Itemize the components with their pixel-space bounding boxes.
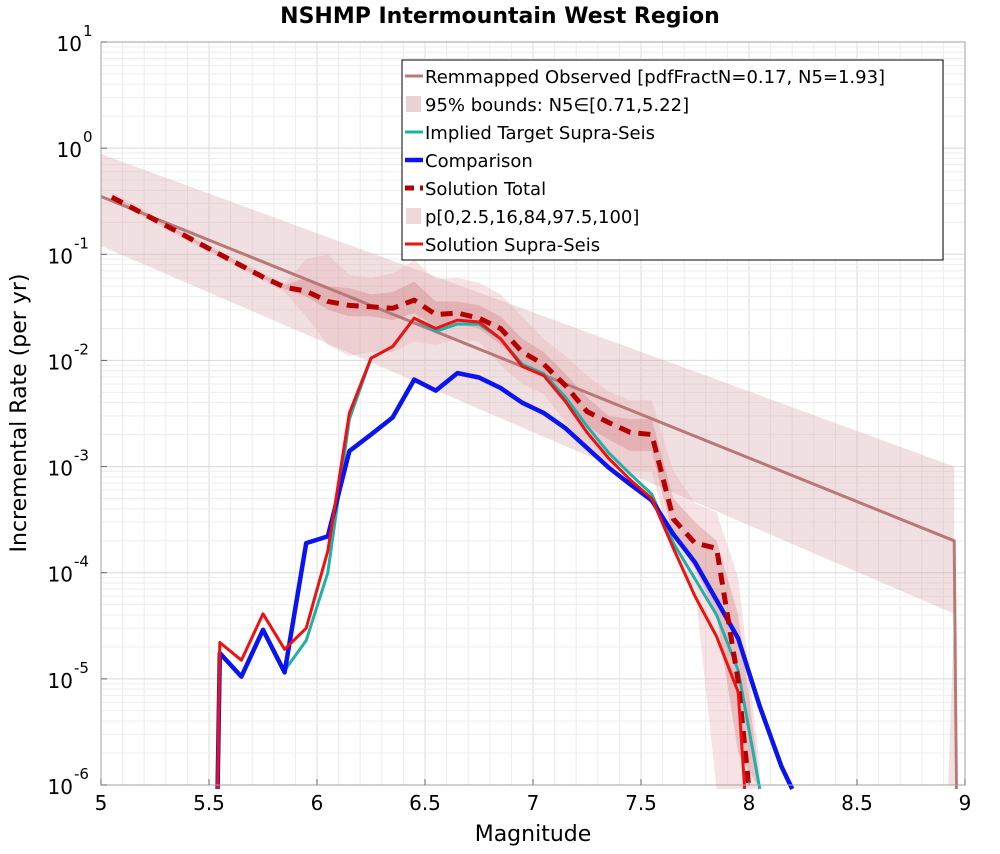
x-tick-label: 8.5 xyxy=(841,791,873,815)
y-tick-label-base: 10 xyxy=(57,138,82,162)
legend-label: Remmapped Observed [pdfFractN=0.17, N5=1… xyxy=(425,67,885,88)
x-axis-label: Magnitude xyxy=(475,822,592,847)
x-tick-label: 6.5 xyxy=(409,791,441,815)
x-tick-label: 5 xyxy=(95,791,108,815)
y-tick-label-base: 10 xyxy=(48,563,73,587)
y-tick-label-base: 10 xyxy=(57,32,82,56)
y-tick-label: 100 xyxy=(57,128,93,162)
legend-label: p[0,2.5,16,84,97.5,100] xyxy=(425,207,639,228)
band-area xyxy=(111,195,760,789)
y-tick-label-exponent: -1 xyxy=(74,234,89,252)
y-tick-label: 101 xyxy=(57,22,93,56)
y-tick-label-exponent: 1 xyxy=(83,22,93,40)
series-line xyxy=(215,370,795,790)
legend-swatch xyxy=(406,208,421,224)
y-tick-label: 10-2 xyxy=(48,340,89,374)
y-tick-label: 10-6 xyxy=(48,765,89,799)
legend-box xyxy=(401,59,944,261)
y-tick-label-base: 10 xyxy=(48,457,73,481)
legend: Remmapped Observed [pdfFractN=0.17, N5=1… xyxy=(401,59,944,261)
x-tick-label: 8 xyxy=(743,791,756,815)
series-line xyxy=(100,195,958,790)
legend-label: Implied Target Supra-Seis xyxy=(425,123,655,144)
y-tick-label-exponent: -5 xyxy=(74,659,89,677)
band-area xyxy=(111,192,760,789)
y-tick-label-base: 10 xyxy=(48,350,73,374)
x-tick-label: 7.5 xyxy=(625,791,657,815)
grid xyxy=(100,42,966,786)
x-tick-label: 5.5 xyxy=(193,791,225,815)
axis-ticks: 5 5.5 6 6.5 7 7.5 8 8.5 910110010-110-210-310-41… xyxy=(48,22,972,815)
y-tick-label-exponent: -3 xyxy=(74,447,89,465)
legend-label: 95% bounds: N5∈[0.71,5.22] xyxy=(425,95,689,116)
chart-title: NSHMP Intermountain West Region xyxy=(280,4,720,29)
y-tick-label: 10-4 xyxy=(48,553,89,587)
legend-swatch xyxy=(406,96,421,112)
data-series xyxy=(100,194,958,790)
y-tick-label: 10-3 xyxy=(48,447,89,481)
x-tick-label: 6 xyxy=(311,791,324,815)
y-tick-label: 10-1 xyxy=(48,234,89,268)
y-tick-label: 10-5 xyxy=(48,659,89,693)
y-tick-label-exponent: -2 xyxy=(74,340,89,358)
y-tick-label-base: 10 xyxy=(48,775,73,799)
legend-label: Solution Supra-Seis xyxy=(425,235,600,256)
y-tick-label-exponent: -6 xyxy=(74,765,89,783)
x-tick-label: 9 xyxy=(959,791,972,815)
x-tick-label: 7 xyxy=(527,791,540,815)
legend-label: Comparison xyxy=(425,151,533,172)
legend-label: Solution Total xyxy=(425,179,546,200)
series-line xyxy=(110,194,752,790)
y-tick-label-base: 10 xyxy=(48,244,73,268)
y-tick-label-exponent: 0 xyxy=(83,128,93,146)
y-axis-label: Incremental Rate (per yr) xyxy=(7,274,32,553)
band-area xyxy=(101,154,955,785)
confidence-bands xyxy=(101,154,955,789)
series-line xyxy=(216,316,747,790)
y-tick-label-exponent: -4 xyxy=(74,553,89,571)
y-tick-label-base: 10 xyxy=(48,669,73,693)
